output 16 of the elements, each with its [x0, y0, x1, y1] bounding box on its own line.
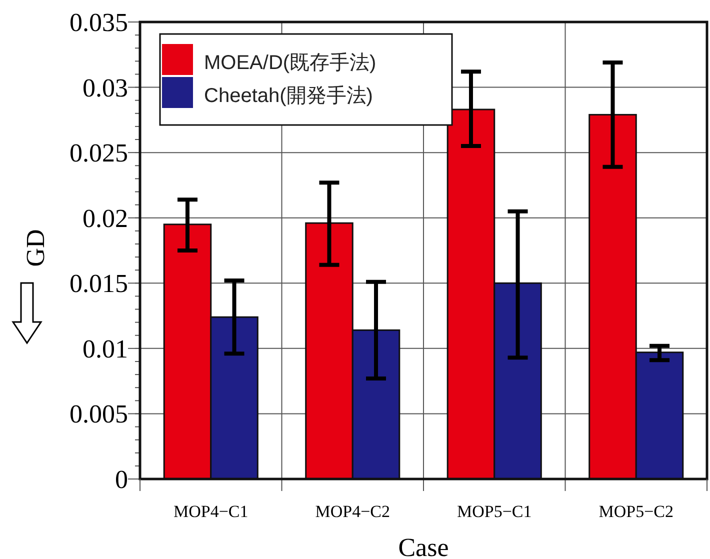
x-tick-label: MOP5−C1	[456, 502, 532, 521]
y-tick-label: 0.015	[70, 269, 128, 298]
y-tick-label: 0	[115, 465, 128, 494]
x-tick-label: MOP4−C2	[315, 502, 390, 521]
x-tick-label: MOP4−C1	[173, 502, 248, 521]
legend-label: MOEA/D(既存手法)	[204, 52, 376, 74]
x-tick-label: MOP5−C2	[598, 502, 674, 521]
y-tick-label: 0.03	[82, 73, 128, 102]
y-tick-label: 0.005	[70, 400, 128, 429]
y-axis-title: GD	[21, 229, 50, 267]
legend-label: Cheetah(開発手法)	[204, 85, 373, 107]
y-tick-label: 0.02	[82, 204, 128, 233]
x-axis-title: Case	[398, 533, 449, 559]
y-tick-label: 0.01	[82, 334, 128, 364]
y-tick-label: 0.035	[70, 8, 128, 37]
y-tick-label: 0.025	[70, 138, 128, 168]
